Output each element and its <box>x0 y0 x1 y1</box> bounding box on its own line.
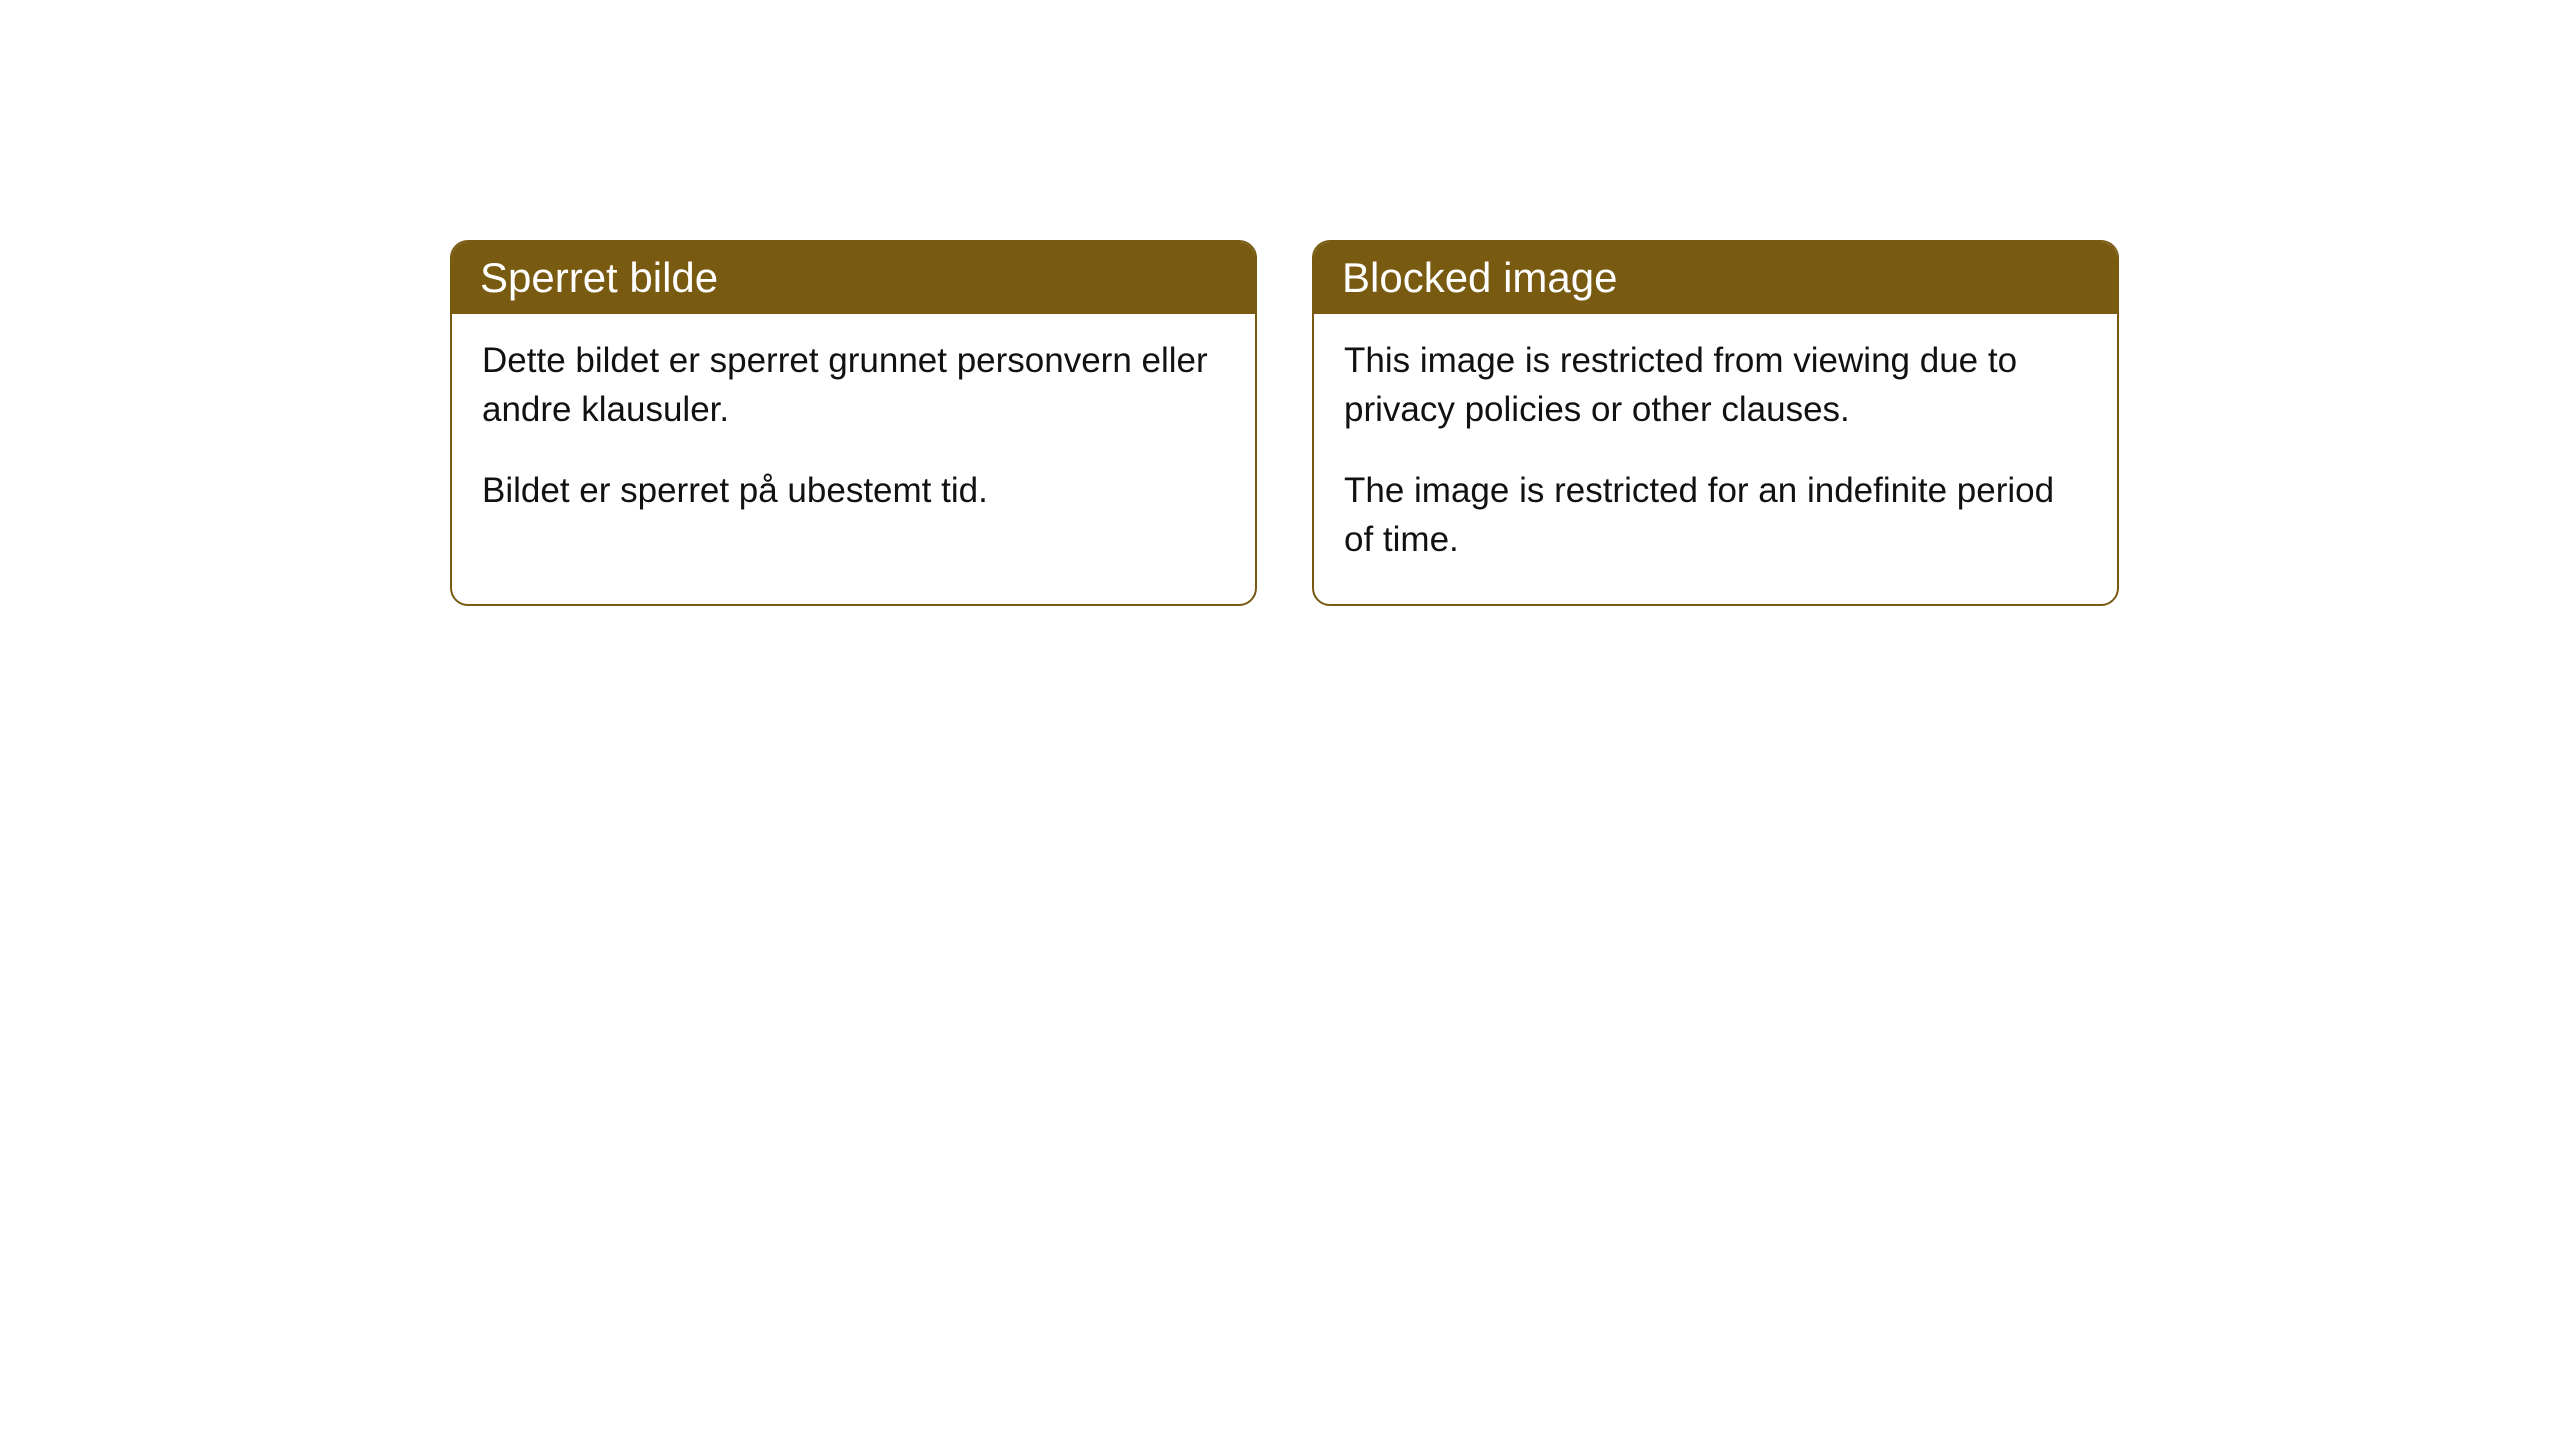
card-title: Blocked image <box>1314 242 2117 314</box>
card-paragraph: Bildet er sperret på ubestemt tid. <box>482 466 1225 515</box>
card-row: Sperret bilde Dette bildet er sperret gr… <box>450 240 2560 606</box>
blocked-image-card-en: Blocked image This image is restricted f… <box>1312 240 2119 606</box>
card-paragraph: The image is restricted for an indefinit… <box>1344 466 2087 564</box>
blocked-image-card-no: Sperret bilde Dette bildet er sperret gr… <box>450 240 1257 606</box>
card-title: Sperret bilde <box>452 242 1255 314</box>
card-paragraph: This image is restricted from viewing du… <box>1344 336 2087 434</box>
card-body: This image is restricted from viewing du… <box>1314 314 2117 604</box>
card-paragraph: Dette bildet er sperret grunnet personve… <box>482 336 1225 434</box>
card-body: Dette bildet er sperret grunnet personve… <box>452 314 1255 555</box>
